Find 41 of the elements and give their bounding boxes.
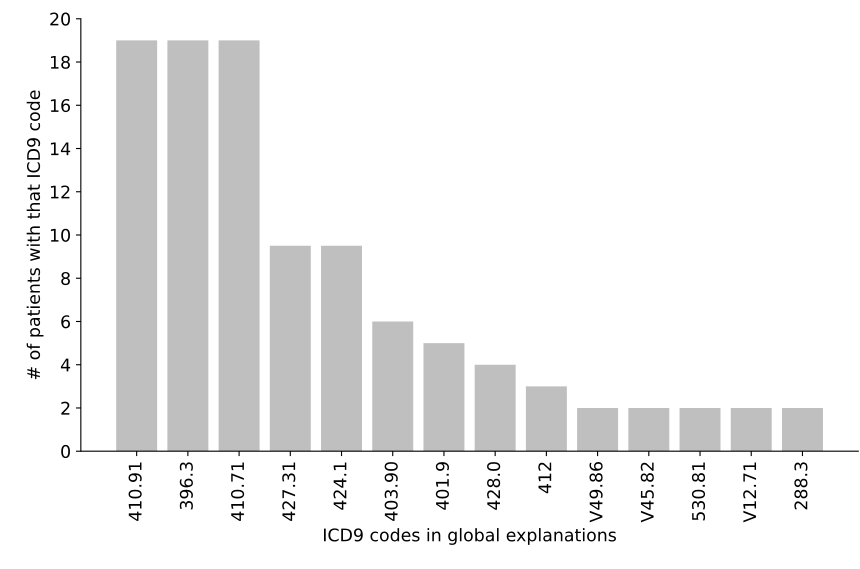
- bar: [730, 408, 772, 452]
- y-tick-label: 20: [50, 12, 70, 26]
- x-tick-label: 530.81: [692, 462, 706, 520]
- x-axis-title: ICD9 codes in global explanations: [324, 528, 616, 545]
- x-tick-label: 424.1: [333, 462, 346, 510]
- x-tick-label: 412: [538, 462, 552, 494]
- bar: [423, 343, 464, 452]
- bar: [680, 408, 721, 452]
- x-tick-label: V45.82: [640, 462, 654, 522]
- y-tick-label: 14: [50, 142, 70, 156]
- y-tick-label: 12: [50, 185, 70, 198]
- y-tick-label: 10: [50, 228, 70, 242]
- x-tick-label: 396.3: [180, 462, 193, 510]
- y-tick-label: 0: [61, 444, 70, 458]
- y-tick-label: 18: [50, 56, 70, 69]
- x-tick-label: 288.3: [794, 462, 808, 510]
- x-tick-label: 410.71: [231, 462, 244, 521]
- x-tick-label: 427.31: [282, 462, 296, 521]
- y-tick-label: 2: [61, 402, 70, 415]
- bar: [218, 40, 260, 452]
- bar: [321, 246, 362, 452]
- bar: [167, 40, 208, 452]
- bar: [270, 246, 311, 452]
- y-tick-label: 16: [50, 98, 70, 112]
- x-tick-label: 410.91: [128, 462, 142, 521]
- x-tick-label: 401.9: [436, 462, 449, 510]
- bar: [526, 386, 567, 452]
- bar: [782, 408, 823, 452]
- bar: [474, 364, 516, 452]
- bar: [372, 321, 414, 452]
- bar: [577, 408, 618, 452]
- bar: [116, 40, 158, 452]
- x-tick-label: V49.86: [590, 462, 603, 522]
- x-tick-label: 403.90: [384, 462, 398, 521]
- x-tick-label: 428.0: [487, 462, 500, 510]
- x-tick-label: V12.71: [743, 462, 756, 522]
- y-tick-label: 8: [61, 272, 70, 286]
- y-tick-label: 4: [60, 358, 70, 372]
- y-axis-title: # of patients with that ICD9 code: [26, 90, 44, 380]
- bar: [628, 408, 670, 452]
- y-tick-label: 6: [61, 315, 70, 328]
